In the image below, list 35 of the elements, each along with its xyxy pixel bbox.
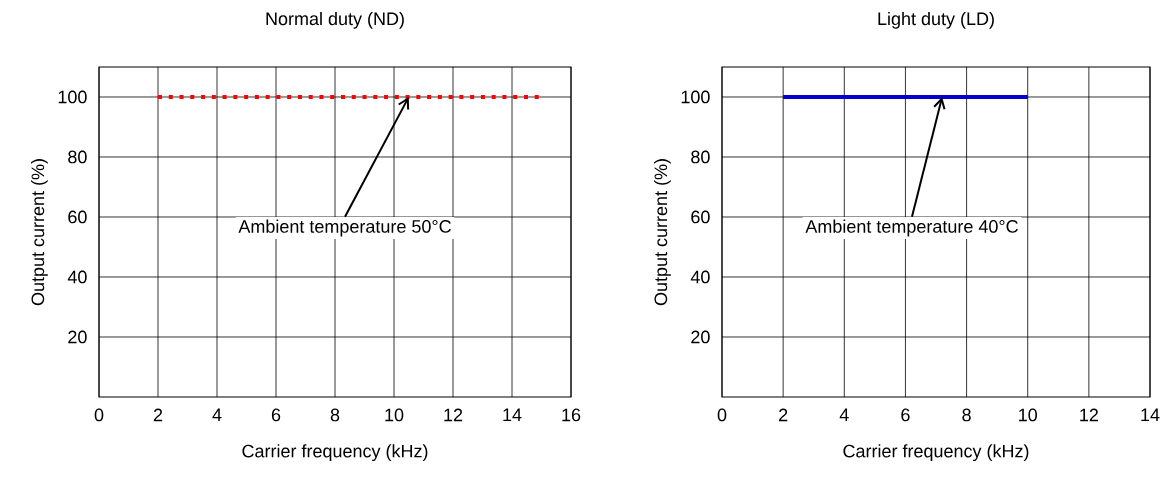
y-tick-label: 80 (68, 150, 87, 164)
x-tick-label: 16 (562, 408, 581, 422)
x-tick-label: 8 (962, 408, 971, 422)
x-tick-label: 14 (1141, 408, 1160, 421)
y-tick-label: 20 (691, 330, 710, 344)
x-tick-label: 0 (94, 408, 104, 422)
y-tick-label: 100 (58, 90, 87, 104)
y-tick-label: 80 (691, 150, 710, 164)
x-tick-label: 12 (444, 408, 463, 422)
x-tick-label: 6 (901, 408, 910, 422)
y-tick-label: 100 (681, 90, 710, 104)
y-tick-label: 60 (68, 210, 87, 224)
annotation: Ambient temperature 50°C (238, 219, 451, 237)
x-tick-label: 6 (271, 408, 281, 422)
x-tick-label: 10 (1019, 408, 1038, 422)
y-axis-title: Output current (%) (31, 159, 48, 306)
x-tick-label: 10 (385, 408, 404, 422)
y-tick-label: 40 (67, 270, 87, 284)
y-axis-title: Output current (%) (653, 159, 671, 306)
annotation: Ambient temperature 40°C (805, 219, 1018, 237)
x-tick-label: 4 (839, 408, 849, 421)
x-tick-label: 8 (330, 408, 340, 422)
x-tick-label: 4 (212, 408, 222, 421)
chart-title: Light duty (LD) (878, 11, 994, 29)
y-tick-label: 20 (68, 330, 87, 344)
x-tick-label: 0 (717, 408, 727, 422)
x-tick-label: 14 (503, 408, 522, 421)
x-tick-label: 2 (153, 408, 163, 422)
chart-title: Normal duty (ND) (266, 11, 404, 29)
y-tick-label: 60 (691, 210, 710, 224)
x-tick-label: 12 (1080, 408, 1098, 422)
y-tick-label: 40 (690, 270, 710, 284)
x-axis-title: Carrier frequency (kHz) (843, 444, 1029, 462)
x-axis-title: Carrier frequency (kHz) (242, 444, 428, 462)
x-tick-label: 2 (779, 408, 788, 422)
